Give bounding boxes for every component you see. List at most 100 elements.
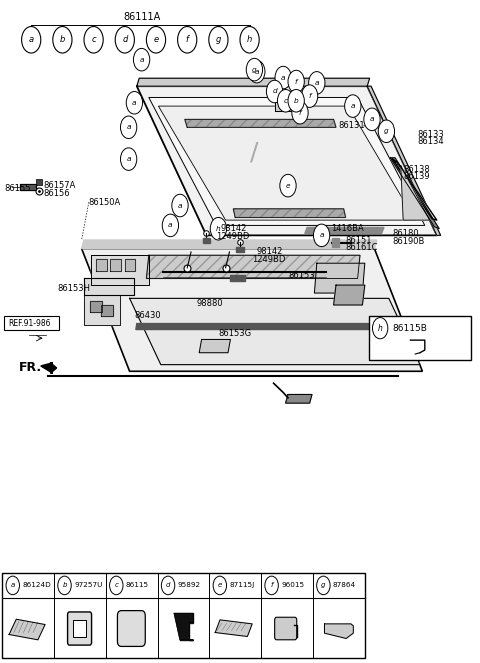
Text: b: b	[60, 35, 65, 44]
Text: a: a	[319, 232, 324, 239]
Text: 86430: 86430	[134, 311, 161, 320]
Text: 86150A: 86150A	[89, 198, 121, 207]
Polygon shape	[236, 247, 244, 252]
Circle shape	[309, 72, 325, 94]
Circle shape	[213, 576, 227, 595]
Circle shape	[265, 576, 278, 595]
Polygon shape	[82, 240, 377, 249]
Text: d: d	[272, 88, 277, 95]
Text: a: a	[126, 124, 131, 131]
Text: a: a	[350, 103, 355, 109]
Text: b: b	[294, 97, 299, 104]
Circle shape	[84, 27, 103, 53]
Text: h: h	[216, 225, 221, 232]
Circle shape	[277, 90, 294, 112]
Circle shape	[280, 174, 296, 197]
FancyBboxPatch shape	[275, 617, 297, 640]
Polygon shape	[130, 298, 420, 365]
Polygon shape	[149, 97, 425, 225]
Circle shape	[115, 27, 134, 53]
Text: 86190B: 86190B	[393, 237, 425, 246]
Circle shape	[161, 576, 175, 595]
Circle shape	[288, 70, 304, 93]
Polygon shape	[174, 613, 193, 640]
Polygon shape	[215, 620, 252, 636]
Circle shape	[301, 85, 318, 107]
Text: c: c	[284, 97, 288, 104]
Text: 86153: 86153	[288, 271, 314, 280]
Circle shape	[249, 60, 265, 83]
Circle shape	[317, 576, 330, 595]
Text: 86131: 86131	[338, 121, 365, 131]
Text: 86124D: 86124D	[23, 582, 51, 589]
Text: 98880: 98880	[197, 299, 223, 308]
Circle shape	[372, 318, 388, 339]
Text: 86153H: 86153H	[58, 284, 91, 293]
Circle shape	[292, 101, 308, 124]
Text: f: f	[186, 35, 189, 44]
Text: 86115B: 86115B	[393, 324, 428, 333]
Text: a: a	[139, 56, 144, 63]
Circle shape	[266, 80, 283, 103]
Polygon shape	[230, 275, 245, 281]
Text: 86138: 86138	[403, 164, 430, 174]
Polygon shape	[146, 255, 360, 278]
Polygon shape	[332, 238, 339, 247]
Text: 98142: 98142	[257, 247, 283, 257]
FancyBboxPatch shape	[68, 612, 92, 645]
Text: 97257U: 97257U	[74, 582, 103, 589]
Circle shape	[146, 27, 166, 53]
Circle shape	[275, 66, 291, 89]
Polygon shape	[401, 166, 430, 220]
Text: a: a	[370, 116, 374, 123]
Circle shape	[178, 27, 197, 53]
Polygon shape	[90, 301, 102, 312]
FancyBboxPatch shape	[369, 316, 471, 360]
Circle shape	[53, 27, 72, 53]
Text: 1249BD: 1249BD	[216, 232, 250, 241]
Text: /: /	[250, 141, 259, 164]
Polygon shape	[203, 238, 210, 243]
Circle shape	[364, 108, 380, 131]
Text: a: a	[29, 35, 34, 44]
Polygon shape	[286, 394, 312, 403]
Text: 86134: 86134	[418, 137, 444, 147]
Circle shape	[126, 91, 143, 114]
Text: e: e	[218, 582, 222, 589]
Text: a: a	[168, 222, 173, 229]
Circle shape	[120, 116, 137, 139]
Text: a: a	[178, 202, 182, 209]
Circle shape	[58, 576, 71, 595]
Circle shape	[109, 576, 123, 595]
Text: a: a	[314, 80, 319, 86]
Text: 86156: 86156	[43, 189, 70, 198]
Circle shape	[288, 90, 304, 112]
Text: 86153G: 86153G	[218, 329, 252, 338]
Polygon shape	[82, 249, 422, 371]
Polygon shape	[136, 324, 398, 330]
Polygon shape	[84, 278, 134, 295]
Polygon shape	[101, 305, 113, 316]
Text: h: h	[247, 35, 252, 44]
Text: 1416BA: 1416BA	[331, 224, 364, 233]
Text: g: g	[384, 128, 389, 135]
Text: a: a	[281, 74, 286, 81]
Text: f: f	[270, 582, 273, 589]
Text: 86133: 86133	[418, 130, 444, 139]
Text: 86161C: 86161C	[346, 243, 378, 253]
Text: g: g	[321, 582, 325, 589]
Text: c: c	[91, 35, 96, 44]
Text: 86151: 86151	[346, 235, 372, 245]
Text: 86139: 86139	[403, 172, 430, 181]
Text: a: a	[126, 156, 131, 162]
Polygon shape	[84, 295, 120, 325]
Polygon shape	[367, 86, 441, 235]
Polygon shape	[280, 97, 294, 109]
Circle shape	[240, 27, 259, 53]
Circle shape	[209, 27, 228, 53]
Polygon shape	[137, 86, 437, 235]
Polygon shape	[233, 209, 346, 217]
Text: a: a	[11, 582, 15, 589]
Polygon shape	[125, 259, 135, 271]
FancyBboxPatch shape	[73, 620, 86, 637]
